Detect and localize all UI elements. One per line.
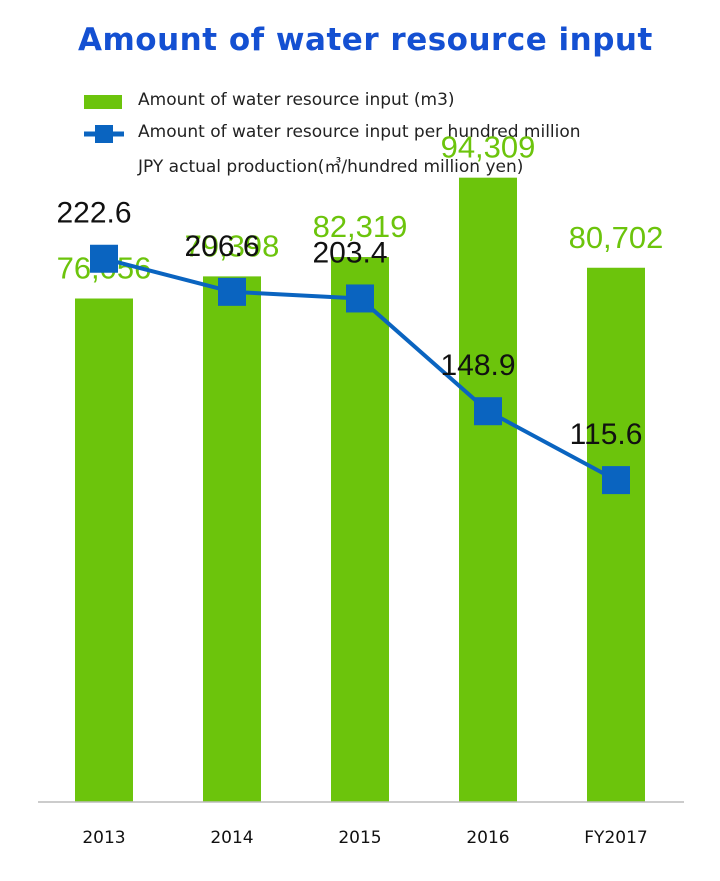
legend-line-label-2: JPY actual production(㎥/hundred million … bbox=[138, 157, 524, 177]
bar-value-label: 79,398 bbox=[185, 228, 280, 263]
bar-FY2017 bbox=[587, 267, 645, 802]
line-value-label: 203.4 bbox=[312, 236, 387, 269]
bar-2014 bbox=[203, 276, 261, 802]
x-tick-label: 2013 bbox=[82, 828, 125, 848]
line-marker-2015 bbox=[346, 284, 374, 313]
line-value-label: 206.6 bbox=[184, 230, 259, 263]
x-tick-label: FY2017 bbox=[584, 828, 647, 848]
x-tick-label: 2014 bbox=[210, 828, 253, 848]
bar-2015 bbox=[331, 257, 389, 802]
x-tick-label: 2015 bbox=[338, 828, 381, 848]
legend-bar-label: Amount of water resource input (m3) bbox=[138, 90, 455, 110]
bar-value-label: 80,702 bbox=[569, 220, 664, 255]
bar-value-label: 82,319 bbox=[313, 209, 408, 244]
line-marker-2013 bbox=[90, 244, 118, 273]
bar-2013 bbox=[75, 298, 133, 802]
line-value-label: 115.6 bbox=[570, 418, 643, 451]
line-marker-2016 bbox=[474, 397, 502, 426]
chart-title: Amount of water resource input bbox=[78, 22, 653, 58]
legend-line-swatch bbox=[84, 125, 124, 143]
line-value-label: 148.9 bbox=[440, 349, 515, 382]
line-marker-FY2017 bbox=[602, 466, 630, 495]
x-tick-label: 2016 bbox=[466, 828, 509, 848]
legend-line-label-1: Amount of water resource input per hundr… bbox=[138, 122, 581, 142]
legend-bar-swatch bbox=[84, 95, 122, 109]
bar-2016 bbox=[459, 177, 517, 802]
line-marker-2014 bbox=[218, 277, 246, 306]
bar-value-label: 94,309 bbox=[441, 130, 536, 165]
line-value-label: 222.6 bbox=[56, 197, 131, 230]
